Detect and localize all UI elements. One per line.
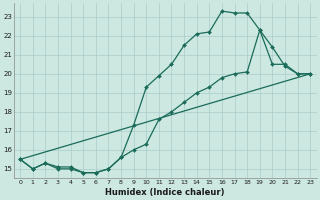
X-axis label: Humidex (Indice chaleur): Humidex (Indice chaleur) [106,188,225,197]
